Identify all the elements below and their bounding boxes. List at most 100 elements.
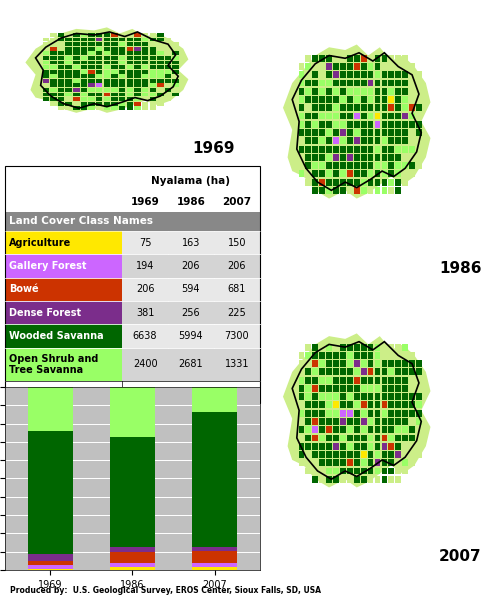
Bar <box>388 154 394 161</box>
Bar <box>402 434 408 442</box>
Bar <box>312 162 318 169</box>
Bar <box>126 83 133 87</box>
Bar <box>347 418 352 425</box>
Bar <box>165 92 171 97</box>
Bar <box>361 344 366 350</box>
Bar <box>416 368 422 376</box>
Bar <box>320 55 325 62</box>
Bar <box>5 212 260 231</box>
Bar <box>50 97 56 101</box>
Bar <box>361 104 366 111</box>
Bar <box>361 451 366 458</box>
Bar <box>333 344 339 350</box>
Bar <box>298 162 304 169</box>
Bar <box>333 187 339 194</box>
Bar <box>214 325 260 348</box>
Bar <box>88 42 95 46</box>
Bar <box>192 412 237 547</box>
Bar <box>150 74 156 78</box>
Bar <box>388 352 394 359</box>
Text: 163: 163 <box>182 238 200 248</box>
Bar <box>340 187 346 194</box>
Bar <box>110 387 155 437</box>
Bar <box>134 42 140 46</box>
Bar <box>172 56 179 60</box>
Bar <box>347 187 352 194</box>
Bar <box>368 434 374 442</box>
Bar <box>396 352 401 359</box>
Bar <box>73 65 80 69</box>
Bar <box>361 146 366 152</box>
Bar <box>396 129 401 136</box>
Bar <box>368 146 374 152</box>
Bar <box>119 88 126 92</box>
Bar <box>374 352 380 359</box>
Bar <box>88 61 95 64</box>
Bar <box>396 104 401 111</box>
Bar <box>409 401 415 409</box>
Bar <box>416 426 422 433</box>
Bar <box>126 61 133 64</box>
Bar <box>104 102 110 106</box>
Bar <box>110 563 155 567</box>
Bar <box>333 170 339 177</box>
Bar <box>320 476 325 482</box>
Bar <box>306 443 311 449</box>
Bar <box>388 179 394 185</box>
Bar <box>126 47 133 50</box>
Bar <box>374 476 380 482</box>
Bar <box>142 56 148 60</box>
Bar <box>157 65 164 69</box>
Bar <box>347 434 352 442</box>
Bar <box>388 410 394 416</box>
Bar <box>326 80 332 86</box>
Bar <box>312 451 318 458</box>
Bar <box>361 96 366 103</box>
Text: 5994: 5994 <box>178 331 203 341</box>
Bar <box>416 451 422 458</box>
Bar <box>312 121 318 128</box>
Bar <box>312 179 318 185</box>
Bar <box>192 387 237 412</box>
Bar <box>165 65 171 69</box>
Bar <box>50 42 56 46</box>
Bar <box>368 360 374 367</box>
Bar <box>402 80 408 86</box>
Bar <box>333 179 339 185</box>
Bar <box>81 61 87 64</box>
Bar <box>374 393 380 400</box>
Bar <box>73 79 80 83</box>
Bar <box>409 443 415 449</box>
Bar <box>416 96 422 103</box>
Bar <box>96 79 102 83</box>
Bar <box>88 38 95 41</box>
Bar <box>409 170 415 177</box>
Bar <box>388 55 394 62</box>
Bar <box>340 80 346 86</box>
Bar <box>142 70 148 74</box>
Bar <box>320 113 325 119</box>
Bar <box>361 393 366 400</box>
Bar <box>298 63 304 70</box>
Bar <box>81 97 87 101</box>
Bar <box>112 74 117 78</box>
Bar <box>320 88 325 95</box>
Bar <box>354 360 360 367</box>
Bar <box>388 368 394 376</box>
Text: Wooded Savanna: Wooded Savanna <box>9 331 104 341</box>
Bar <box>66 88 72 92</box>
Bar <box>66 38 72 41</box>
Bar <box>66 42 72 46</box>
Bar <box>66 79 72 83</box>
Bar <box>157 97 164 101</box>
Bar <box>28 554 73 561</box>
Bar <box>396 55 401 62</box>
Text: Bowé: Bowé <box>9 284 38 295</box>
Bar <box>354 459 360 466</box>
Bar <box>110 567 155 570</box>
Bar <box>340 418 346 425</box>
Bar <box>416 80 422 86</box>
Bar <box>150 52 156 55</box>
Bar <box>58 61 64 64</box>
Bar <box>354 385 360 392</box>
